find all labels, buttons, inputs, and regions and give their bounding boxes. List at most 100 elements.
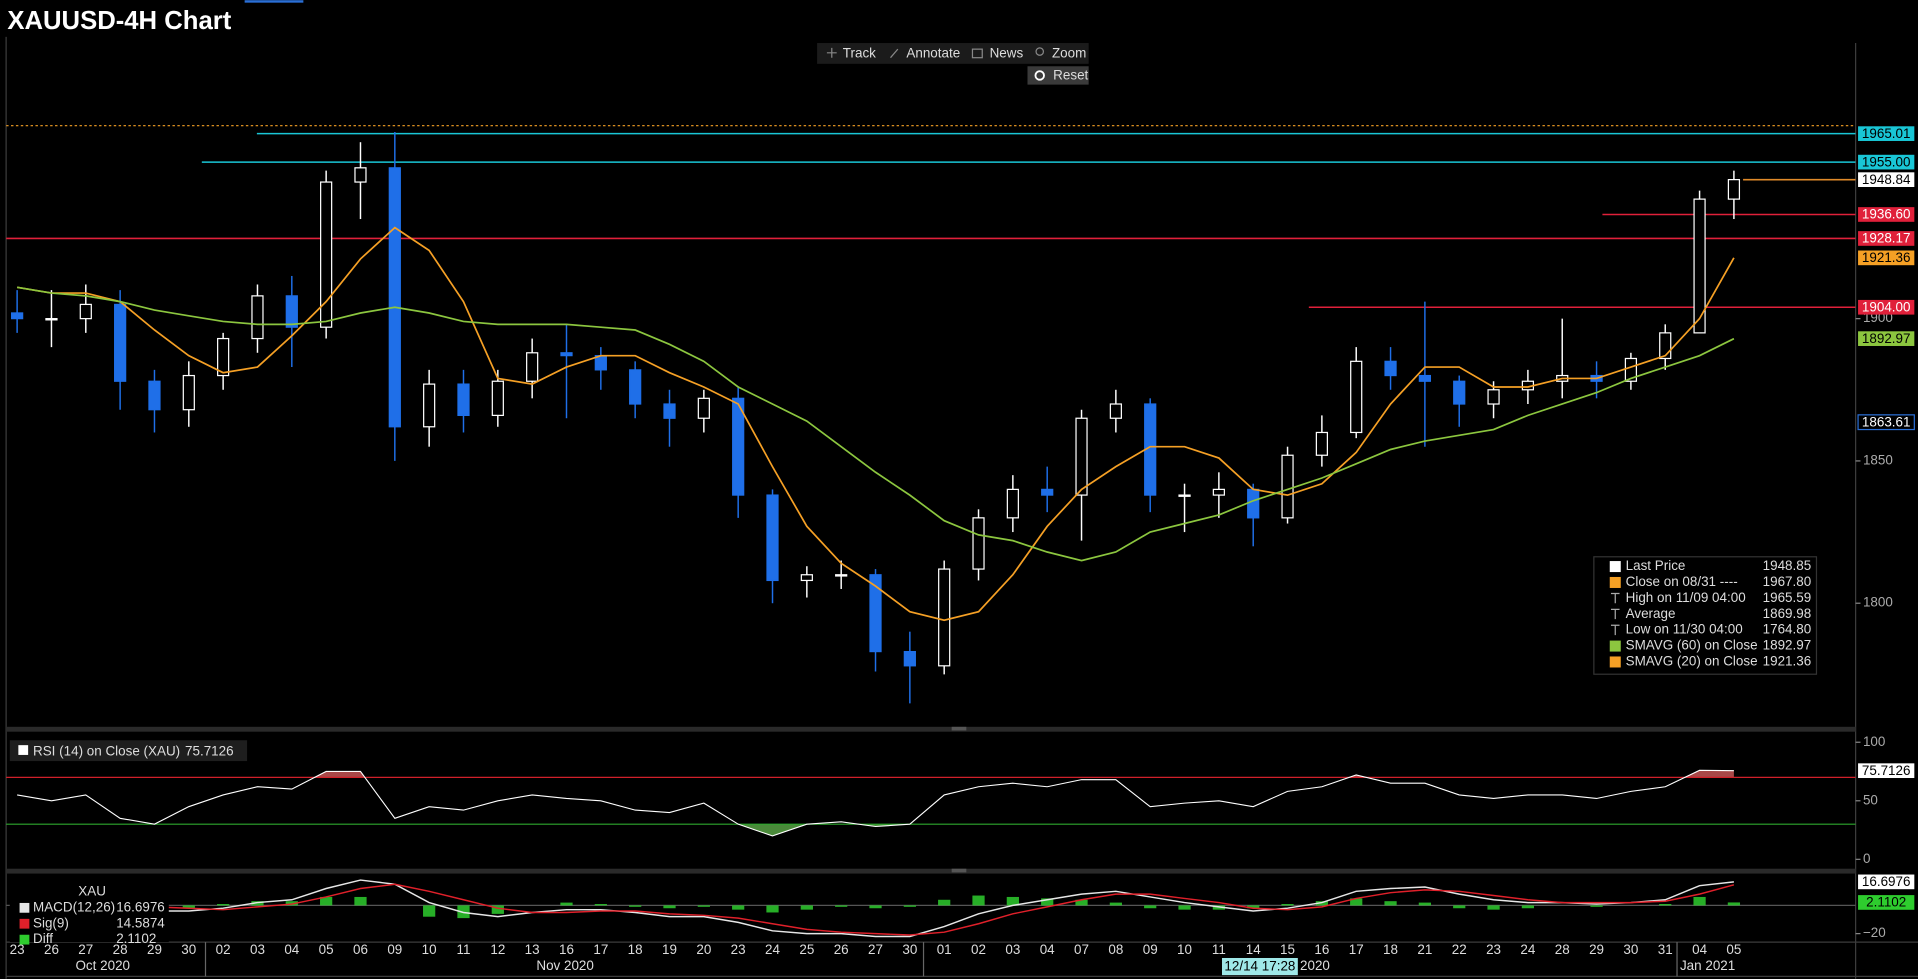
- legend-swatch: [1609, 640, 1621, 652]
- rsi-legend: RSI (14) on Close (XAU) 75.7126: [33, 743, 234, 758]
- candle-body: [903, 650, 916, 667]
- macd-legend-label: Diff: [33, 931, 53, 946]
- candle-body: [457, 383, 470, 417]
- price-tag-label: 1921.36: [1862, 250, 1911, 265]
- month-label: Nov 2020: [536, 958, 594, 973]
- zoom-icon: [1035, 47, 1045, 56]
- toolbar-label: News: [990, 46, 1024, 61]
- macd-legend-title: XAU: [78, 883, 106, 898]
- candle-body: [1281, 454, 1294, 519]
- candle-body: [1693, 198, 1706, 334]
- x-tick-label: 28: [113, 942, 128, 957]
- diff-bar: [1281, 904, 1294, 906]
- panel-handle: [951, 726, 967, 731]
- y-tick-label: 0: [1863, 851, 1870, 866]
- panel-divider: [6, 726, 1856, 732]
- level-label: 1948.84: [1862, 172, 1911, 187]
- panel-divider: [6, 868, 1856, 874]
- x-tick-label: 25: [799, 942, 814, 957]
- candle-body: [491, 380, 504, 417]
- x-tick-label: 09: [387, 942, 402, 957]
- macd-legend-background: [9, 878, 169, 943]
- cursor-label: 12/14 17:28: [1224, 959, 1295, 974]
- x-tick-label: 27: [868, 942, 883, 957]
- y-tick-label: 50: [1863, 792, 1878, 807]
- y-tick-label: 1800: [1863, 595, 1893, 610]
- price-tag-label: 1892.97: [1862, 331, 1911, 346]
- x-tick-label: 10: [1177, 942, 1192, 957]
- diff-bar: [1178, 905, 1191, 910]
- legend-label: Low on 11/30 04:00: [1626, 622, 1743, 637]
- macd-line: [17, 883, 1735, 936]
- x-tick-label: 16: [1314, 942, 1329, 957]
- level-label: 1955.00: [1862, 154, 1911, 169]
- macd-legend-label: Sig(9): [33, 915, 69, 930]
- legend-value: 1869.98: [1763, 606, 1812, 621]
- diff-bar: [560, 902, 573, 906]
- macd-legend-value: 16.6976: [116, 899, 165, 914]
- rsi-legend-value: 75.7126: [185, 743, 234, 758]
- x-tick-label: 24: [765, 942, 780, 957]
- rsi-panel: [6, 769, 1856, 837]
- track-button[interactable]: Track: [826, 46, 876, 61]
- macd-legend-swatch: [19, 902, 30, 913]
- macd-tag: [1858, 895, 1915, 910]
- legend-value: 1967.80: [1763, 574, 1812, 589]
- candle-body: [1247, 488, 1260, 519]
- zoom-button[interactable]: Zoom: [1035, 46, 1086, 61]
- toolbar-label: Track: [843, 46, 876, 61]
- x-tick-label: 24: [1520, 942, 1535, 957]
- reset-label: Reset: [1053, 68, 1088, 83]
- diff-bar: [663, 905, 676, 909]
- x-tick-label: 22: [1452, 942, 1467, 957]
- legend-label: SMAVG (20) on Close: [1626, 654, 1758, 669]
- candle-body: [766, 494, 779, 582]
- y-tick-label: −20: [1863, 925, 1886, 940]
- reset-button[interactable]: Reset: [1027, 66, 1089, 85]
- diff-bar: [182, 905, 195, 909]
- rsi-zone-fill: [17, 770, 1734, 778]
- candle-body: [388, 167, 401, 428]
- diff-bar: [697, 905, 710, 907]
- legend-label: Average: [1626, 606, 1676, 621]
- candle-body: [1006, 488, 1019, 519]
- price-tag: [1858, 331, 1915, 346]
- legend-glyph: [1610, 592, 1620, 604]
- x-tick-label: 29: [1589, 942, 1604, 957]
- legend-label: Last Price: [1626, 558, 1686, 573]
- rsi-line: [17, 769, 1734, 837]
- toolbar-label: Zoom: [1052, 46, 1086, 61]
- diff-bar: [1487, 905, 1500, 910]
- x-tick-label: 15: [1280, 942, 1295, 957]
- annotate-icon: [890, 48, 899, 59]
- candle-body: [1487, 389, 1500, 405]
- x-tick-label: 04: [1040, 942, 1055, 957]
- candle-body: [114, 303, 127, 382]
- macd-line: [17, 879, 1734, 938]
- x-tick-label: 17: [593, 942, 608, 957]
- candle-body: [148, 380, 161, 411]
- macd-legend-value: 14.5874: [116, 915, 165, 930]
- diff-bar: [766, 905, 779, 913]
- news-button[interactable]: News: [971, 46, 1024, 61]
- candle-body: [869, 574, 882, 653]
- annotate-button[interactable]: Annotate: [890, 46, 961, 61]
- price-panel: [6, 125, 1856, 704]
- x-tick-label: 03: [250, 942, 265, 957]
- x-tick-label: 18: [628, 942, 643, 957]
- month-label: Jan 2021: [1680, 958, 1735, 973]
- level-label: 1965.01: [1862, 126, 1911, 141]
- candle-body: [800, 574, 813, 582]
- rsi-legend-title: RSI (14) on Close (XAU): [33, 743, 180, 758]
- x-tick-label: 02: [971, 942, 986, 957]
- y-tick-label: 1850: [1863, 452, 1893, 467]
- x-tick-label: 27: [78, 942, 93, 957]
- x-tick-label: 06: [353, 942, 368, 957]
- moving-average-line: [16, 226, 1735, 622]
- x-tick-label: 23: [1486, 942, 1501, 957]
- x-tick-label: 26: [834, 942, 849, 957]
- x-tick-label: 03: [1005, 942, 1020, 957]
- macd-panel: [6, 879, 1856, 938]
